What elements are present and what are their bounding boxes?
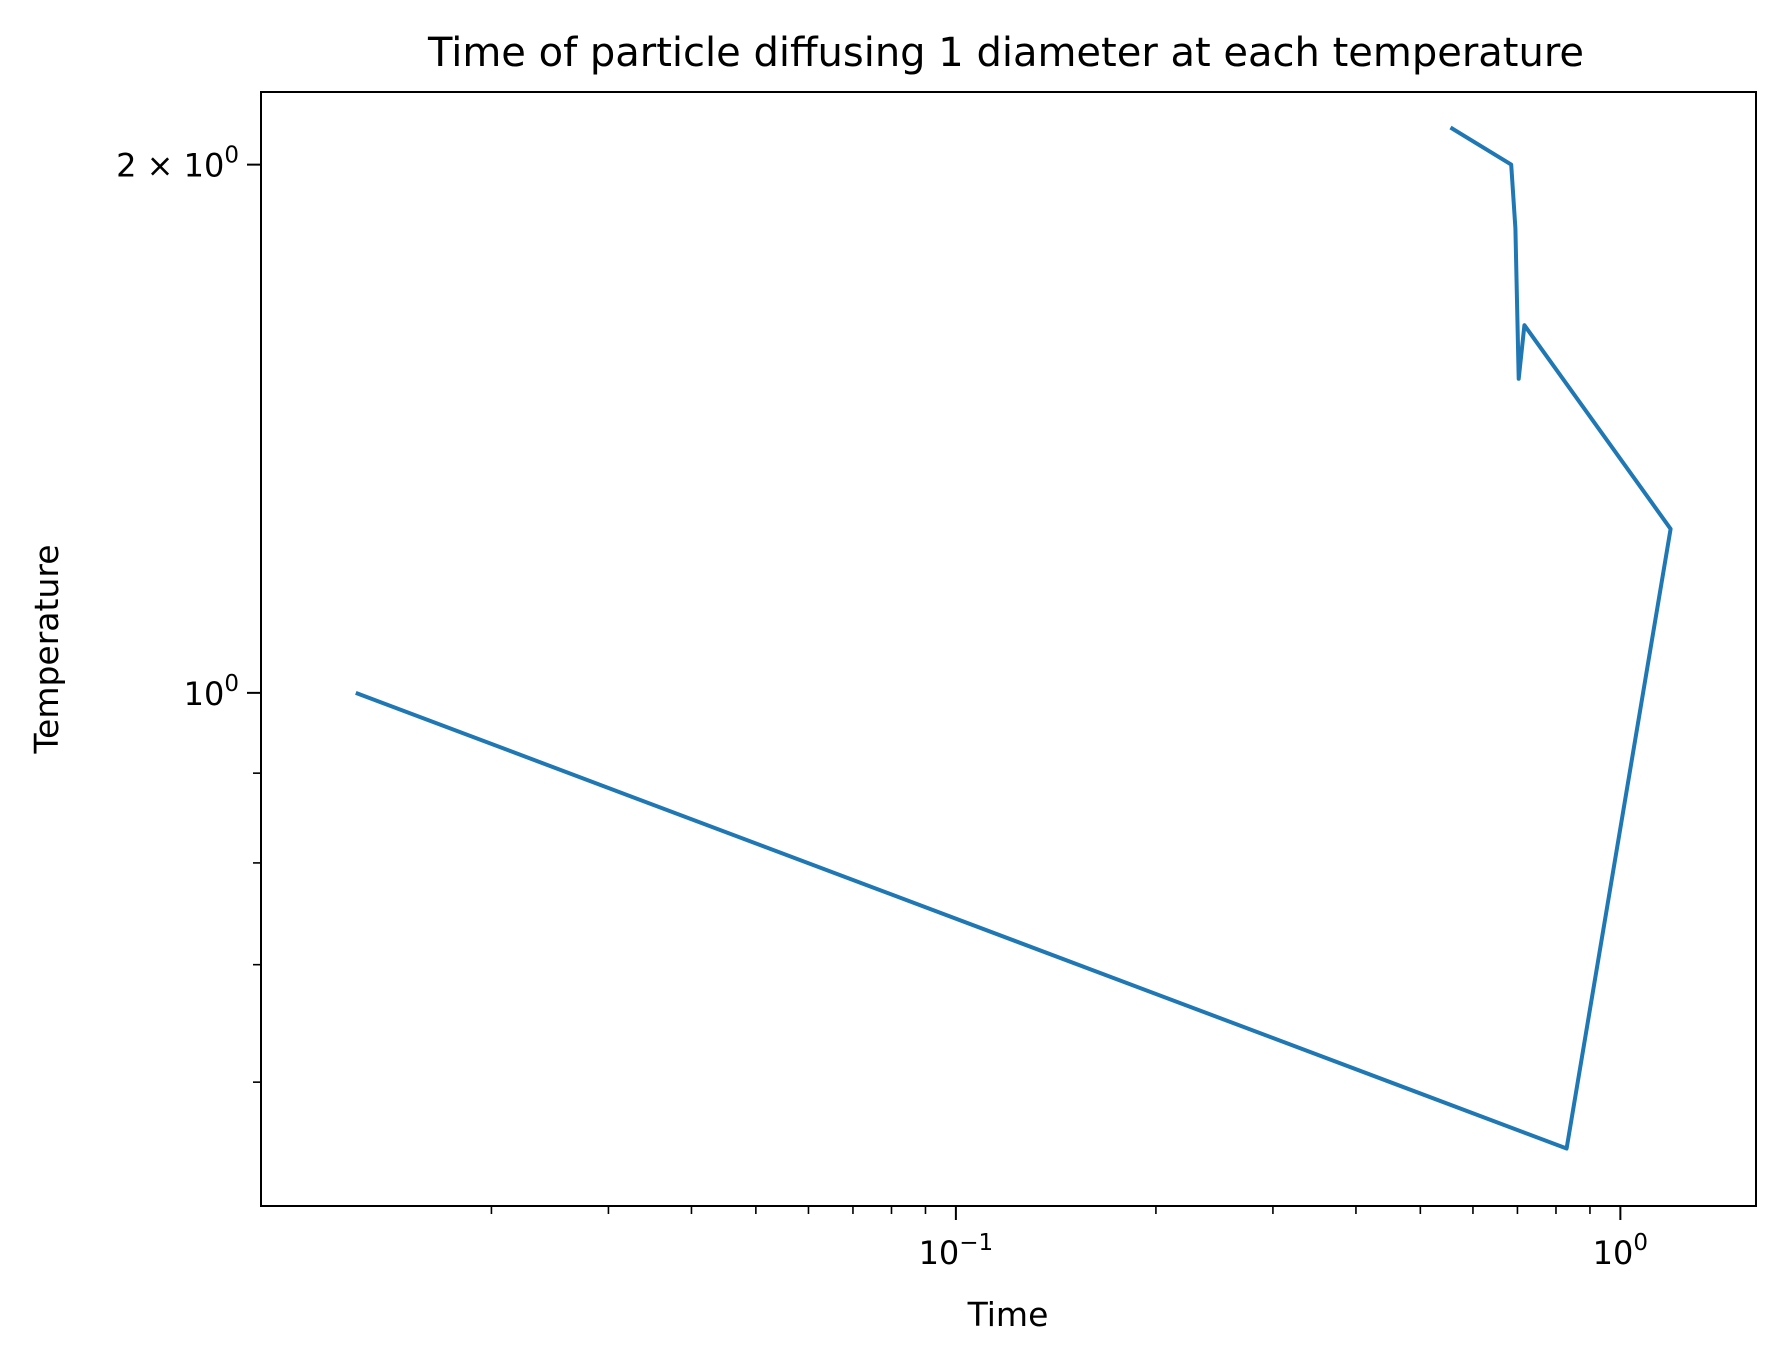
- x-tick-label: 10−1: [919, 1230, 994, 1272]
- x-axis-label: Time: [967, 1295, 1049, 1334]
- x-tick-label: 100: [1593, 1230, 1648, 1272]
- y-axis-label: Temperature: [27, 544, 66, 754]
- axis-ticks: 10−1 100 100 2 × 100: [116, 143, 1648, 1272]
- y-tick-label: 2 × 100: [116, 143, 239, 185]
- chart-title: Time of particle diffusing 1 diameter at…: [427, 30, 1584, 76]
- y-tick-label: 100: [184, 671, 239, 713]
- data-series: [355, 125, 1673, 1151]
- series-line: [355, 125, 1673, 1151]
- plot-area-frame: [260, 91, 1757, 1207]
